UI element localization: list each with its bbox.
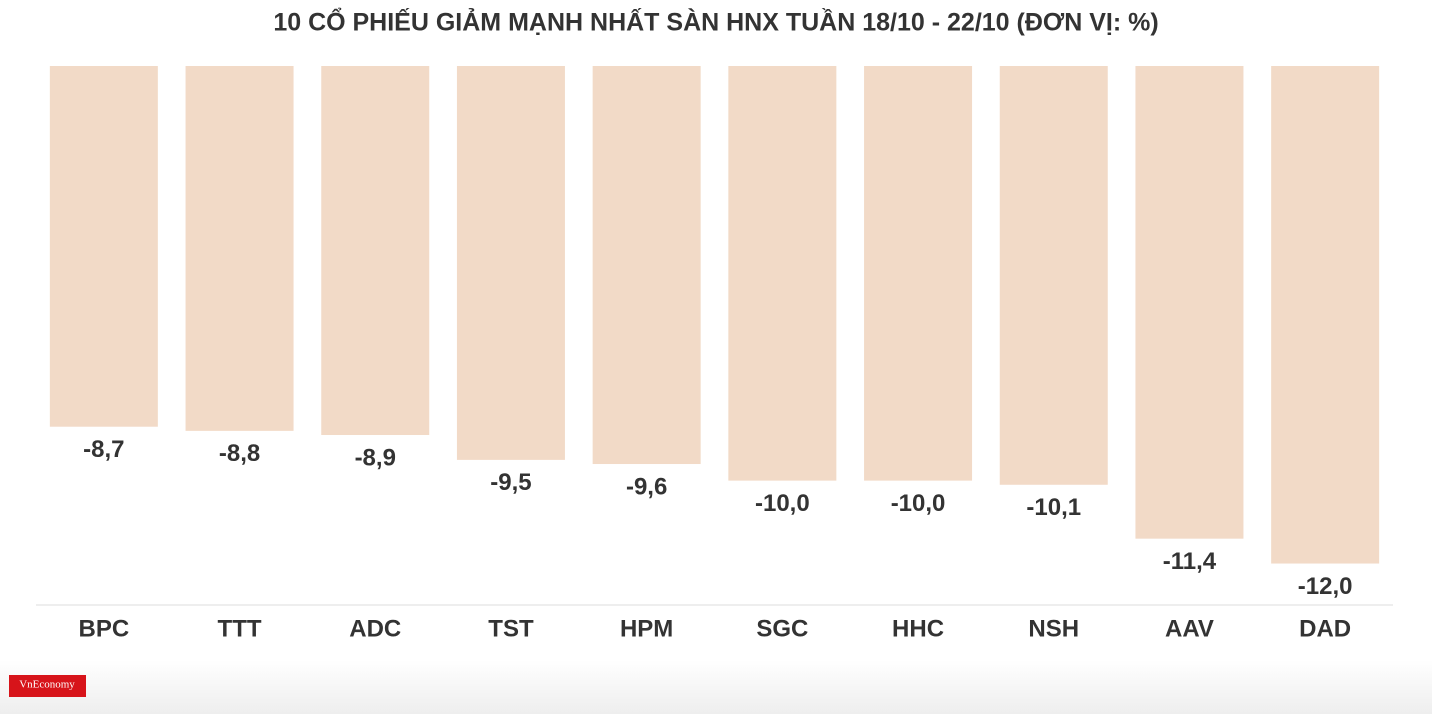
value-label: -12,0 (1298, 573, 1353, 600)
bar (185, 66, 294, 431)
bar (864, 66, 973, 481)
bar (1271, 66, 1380, 564)
x-tick-label: DAD (1299, 615, 1351, 642)
value-label: -9,5 (490, 469, 531, 496)
bar (49, 66, 158, 427)
x-tick-label: HHC (892, 615, 944, 642)
x-tick-label: TTT (218, 615, 262, 642)
bar (1135, 66, 1244, 539)
chart-title: 10 CỔ PHIẾU GIẢM MẠNH NHẤT SÀN HNX TUẦN … (273, 7, 1158, 37)
x-tick-label: TST (488, 615, 534, 642)
bar (592, 66, 701, 465)
bar (999, 66, 1108, 485)
x-tick-label: HPM (620, 615, 673, 642)
bar (321, 66, 430, 436)
value-label: -10,0 (755, 490, 810, 517)
logo-box (9, 675, 86, 697)
footer-band (0, 660, 1432, 714)
x-tick-label: SGC (756, 615, 808, 642)
value-label: -10,0 (891, 490, 946, 517)
bar (456, 66, 565, 460)
value-label: -9,6 (626, 473, 667, 500)
value-label: -8,8 (219, 440, 260, 467)
x-tick-label: NSH (1028, 615, 1079, 642)
x-tick-label: ADC (349, 615, 401, 642)
x-tick-label: AAV (1165, 615, 1214, 642)
x-tick-label: BPC (79, 615, 130, 642)
logo: VnEconomy (19, 679, 75, 691)
value-label: -11,4 (1163, 548, 1217, 575)
value-label: -8,7 (83, 436, 124, 463)
bar (728, 66, 837, 481)
value-label: -8,9 (355, 444, 396, 471)
value-label: -10,1 (1026, 494, 1081, 521)
